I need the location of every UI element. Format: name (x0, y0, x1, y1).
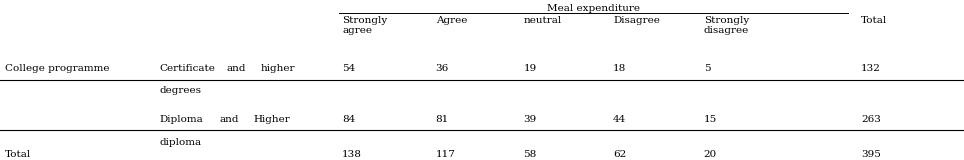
Text: 39: 39 (523, 115, 537, 124)
Text: 54: 54 (342, 64, 356, 73)
Text: 84: 84 (342, 115, 356, 124)
Text: 5: 5 (704, 64, 710, 73)
Text: 15: 15 (704, 115, 717, 124)
Text: Strongly
disagree: Strongly disagree (704, 16, 749, 35)
Text: 132: 132 (861, 64, 881, 73)
Text: 20: 20 (704, 150, 717, 159)
Text: 117: 117 (436, 150, 456, 159)
Text: 395: 395 (861, 150, 881, 159)
Text: 44: 44 (613, 115, 627, 124)
Text: 81: 81 (436, 115, 449, 124)
Text: and: and (227, 64, 246, 73)
Text: Diploma: Diploma (159, 115, 202, 124)
Text: Strongly
agree: Strongly agree (342, 16, 388, 35)
Text: higher: higher (260, 64, 295, 73)
Text: diploma: diploma (159, 138, 201, 147)
Text: Agree: Agree (436, 16, 468, 25)
Text: 58: 58 (523, 150, 537, 159)
Text: Higher: Higher (254, 115, 290, 124)
Text: Meal expenditure: Meal expenditure (548, 4, 640, 13)
Text: and: and (220, 115, 239, 124)
Text: Disagree: Disagree (613, 16, 660, 25)
Text: Total: Total (5, 150, 31, 159)
Text: 62: 62 (613, 150, 627, 159)
Text: College programme: College programme (5, 64, 109, 73)
Text: 19: 19 (523, 64, 537, 73)
Text: neutral: neutral (523, 16, 562, 25)
Text: 18: 18 (613, 64, 627, 73)
Text: degrees: degrees (159, 86, 201, 95)
Text: 36: 36 (436, 64, 449, 73)
Text: 263: 263 (861, 115, 881, 124)
Text: 138: 138 (342, 150, 362, 159)
Text: Total: Total (861, 16, 887, 25)
Text: Certificate: Certificate (159, 64, 215, 73)
